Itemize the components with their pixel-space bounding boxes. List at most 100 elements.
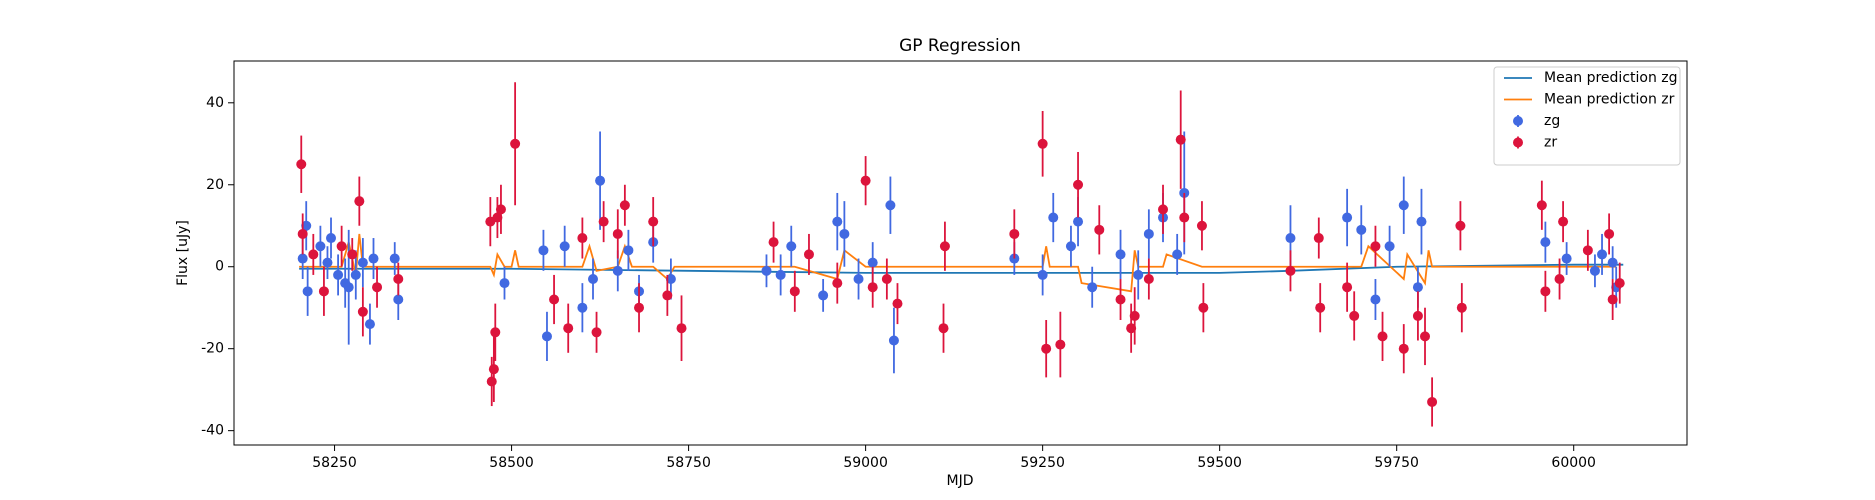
data-point xyxy=(350,269,361,280)
data-point xyxy=(541,331,552,342)
data-point xyxy=(839,228,850,239)
y-tick-label: -40 xyxy=(201,423,224,439)
data-point xyxy=(634,302,645,313)
chart-title: GP Regression xyxy=(899,36,1021,56)
data-point xyxy=(1370,294,1381,305)
data-point xyxy=(1342,282,1353,293)
data-point xyxy=(510,138,521,149)
x-tick-label: 60000 xyxy=(1551,455,1596,471)
data-point xyxy=(1115,249,1126,260)
data-point xyxy=(1094,224,1105,235)
data-point xyxy=(308,249,319,260)
data-point xyxy=(1172,249,1183,260)
data-point xyxy=(1561,253,1572,264)
data-point xyxy=(1589,265,1600,276)
data-point xyxy=(1607,257,1618,268)
data-point xyxy=(336,241,347,252)
data-point xyxy=(1143,274,1154,285)
data-point xyxy=(1398,200,1409,211)
data-point xyxy=(372,282,383,293)
legend-label: zr xyxy=(1544,135,1557,151)
data-point xyxy=(1607,294,1618,305)
data-point xyxy=(591,327,602,338)
data-point xyxy=(297,253,308,264)
data-point xyxy=(1614,278,1625,289)
data-point xyxy=(1536,200,1547,211)
data-point xyxy=(623,245,634,256)
data-point xyxy=(1048,212,1059,223)
data-point xyxy=(354,196,365,207)
data-point xyxy=(1158,204,1169,215)
data-point xyxy=(867,282,878,293)
data-point xyxy=(357,257,368,268)
data-point xyxy=(322,257,333,268)
data-point xyxy=(296,159,307,170)
data-point xyxy=(885,200,896,211)
legend-label: Mean prediction zg xyxy=(1544,70,1678,86)
data-point xyxy=(853,274,864,285)
data-point xyxy=(676,323,687,334)
y-tick-label: 0 xyxy=(215,259,224,275)
data-point xyxy=(577,302,588,313)
data-point xyxy=(1073,179,1084,190)
x-tick-label: 58750 xyxy=(666,455,711,471)
x-tick-label: 59750 xyxy=(1374,455,1419,471)
data-point xyxy=(1126,323,1137,334)
data-point xyxy=(1129,310,1140,321)
data-point xyxy=(315,241,326,252)
x-tick-label: 59250 xyxy=(1020,455,1065,471)
legend: Mean prediction zg Mean prediction zr zg zr xyxy=(1493,66,1681,166)
data-point xyxy=(326,233,337,244)
data-point xyxy=(1055,339,1066,350)
data-point xyxy=(1037,138,1048,149)
data-point xyxy=(1041,343,1052,354)
data-point xyxy=(563,323,574,334)
data-point xyxy=(393,274,404,285)
data-point xyxy=(1412,282,1423,293)
data-point xyxy=(577,233,588,244)
y-axis-label: Flux [uJy] xyxy=(175,220,191,286)
data-point xyxy=(1143,228,1154,239)
data-point xyxy=(1009,228,1020,239)
x-tick-label: 58250 xyxy=(312,455,357,471)
data-point xyxy=(549,294,560,305)
data-point xyxy=(775,269,786,280)
data-point xyxy=(1115,294,1126,305)
data-point xyxy=(665,274,676,285)
data-point xyxy=(559,241,570,252)
data-point xyxy=(789,286,800,297)
data-point xyxy=(347,249,358,260)
data-point xyxy=(1604,228,1615,239)
data-point xyxy=(832,216,843,227)
data-point xyxy=(1582,245,1593,256)
data-point xyxy=(648,216,659,227)
data-point xyxy=(1073,216,1084,227)
data-point xyxy=(938,323,949,334)
data-point xyxy=(490,327,501,338)
data-point xyxy=(1398,343,1409,354)
data-point xyxy=(1554,274,1565,285)
data-point xyxy=(499,278,510,289)
legend-swatch xyxy=(1513,116,1523,126)
data-point xyxy=(1384,241,1395,252)
data-point xyxy=(1427,396,1438,407)
data-point xyxy=(1179,212,1190,223)
data-point xyxy=(302,286,313,297)
data-point xyxy=(301,220,312,231)
legend-label: Mean prediction zr xyxy=(1544,92,1675,108)
data-point xyxy=(1416,216,1427,227)
data-point xyxy=(786,241,797,252)
data-point xyxy=(1349,310,1360,321)
data-point xyxy=(1420,331,1431,342)
plot-frame xyxy=(233,60,1688,446)
data-point xyxy=(297,228,308,239)
data-point xyxy=(1456,302,1467,313)
data-point xyxy=(761,265,772,276)
data-point xyxy=(1377,331,1388,342)
data-point xyxy=(1540,237,1551,248)
data-point xyxy=(492,212,503,223)
data-point xyxy=(389,253,400,264)
data-point xyxy=(881,274,892,285)
